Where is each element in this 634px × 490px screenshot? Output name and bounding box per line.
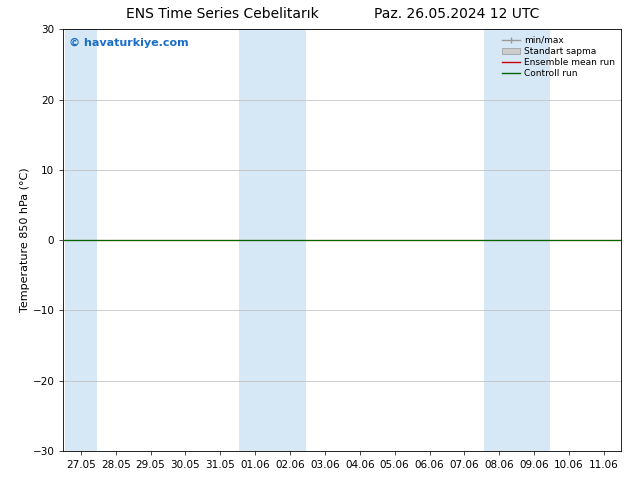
- Y-axis label: Temperature 850 hPa (°C): Temperature 850 hPa (°C): [20, 168, 30, 313]
- Text: © havaturkiye.com: © havaturkiye.com: [69, 38, 188, 48]
- Bar: [484, 29, 550, 451]
- Bar: [240, 29, 306, 451]
- Text: Paz. 26.05.2024 12 UTC: Paz. 26.05.2024 12 UTC: [374, 7, 539, 22]
- Legend: min/max, Standart sapma, Ensemble mean run, Controll run: min/max, Standart sapma, Ensemble mean r…: [500, 34, 617, 80]
- Bar: [65, 29, 96, 451]
- Text: ENS Time Series Cebelitarık: ENS Time Series Cebelitarık: [126, 7, 318, 22]
